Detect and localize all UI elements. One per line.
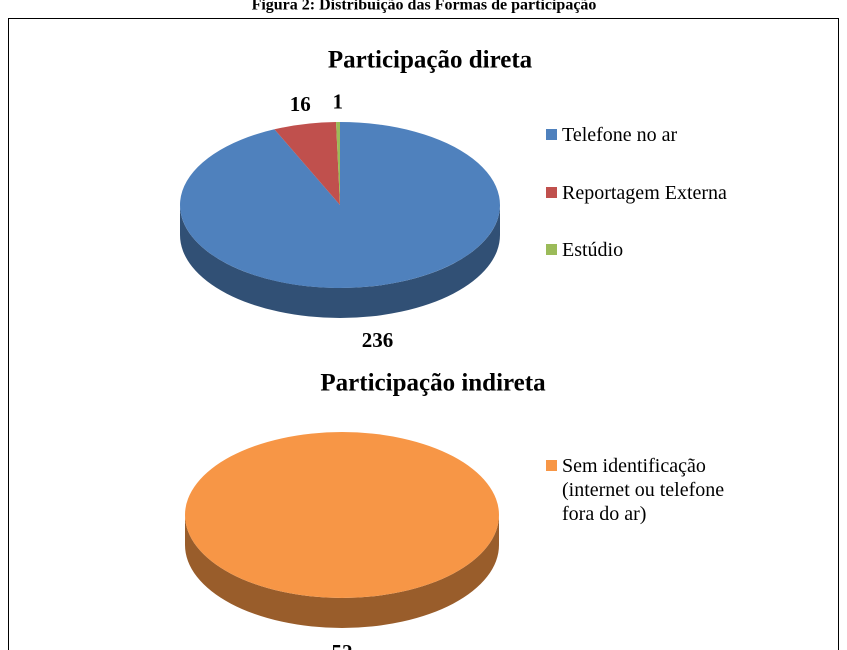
- legend-swatch: [546, 129, 557, 140]
- legend-item: Estúdio: [546, 238, 732, 262]
- pie-slice: [274, 122, 340, 205]
- figure-title: Figura 2: Distribuição das Formas de par…: [252, 0, 597, 14]
- pie-side: [185, 515, 499, 628]
- legend-label: Reportagem Externa: [562, 181, 727, 204]
- legend-item: Sem identificação (internet ou telefone …: [546, 454, 732, 526]
- pie-side: [180, 205, 500, 318]
- legend-swatch: [546, 460, 557, 471]
- data-label: 16: [290, 92, 311, 116]
- legend-label: Estúdio: [562, 239, 624, 261]
- legend-item: Telefone no ar: [546, 123, 732, 147]
- chart-title: Participação indireta: [320, 370, 546, 397]
- pie-slice: [336, 122, 340, 205]
- legend-item: Reportagem Externa: [546, 181, 732, 205]
- data-label: 1: [333, 90, 344, 114]
- data-label: 236: [362, 328, 394, 352]
- legend-swatch: [546, 244, 557, 255]
- legend-label: Telefone no ar: [562, 124, 678, 146]
- frame: [8, 18, 839, 650]
- data-label: 52: [332, 640, 353, 650]
- pie-slice: [179, 122, 500, 288]
- legend-swatch: [546, 186, 557, 198]
- pie-slice: [185, 432, 499, 598]
- chart-title: Participação direta: [328, 47, 533, 74]
- legend-label: Sem identificação (internet ou telefone …: [562, 455, 725, 525]
